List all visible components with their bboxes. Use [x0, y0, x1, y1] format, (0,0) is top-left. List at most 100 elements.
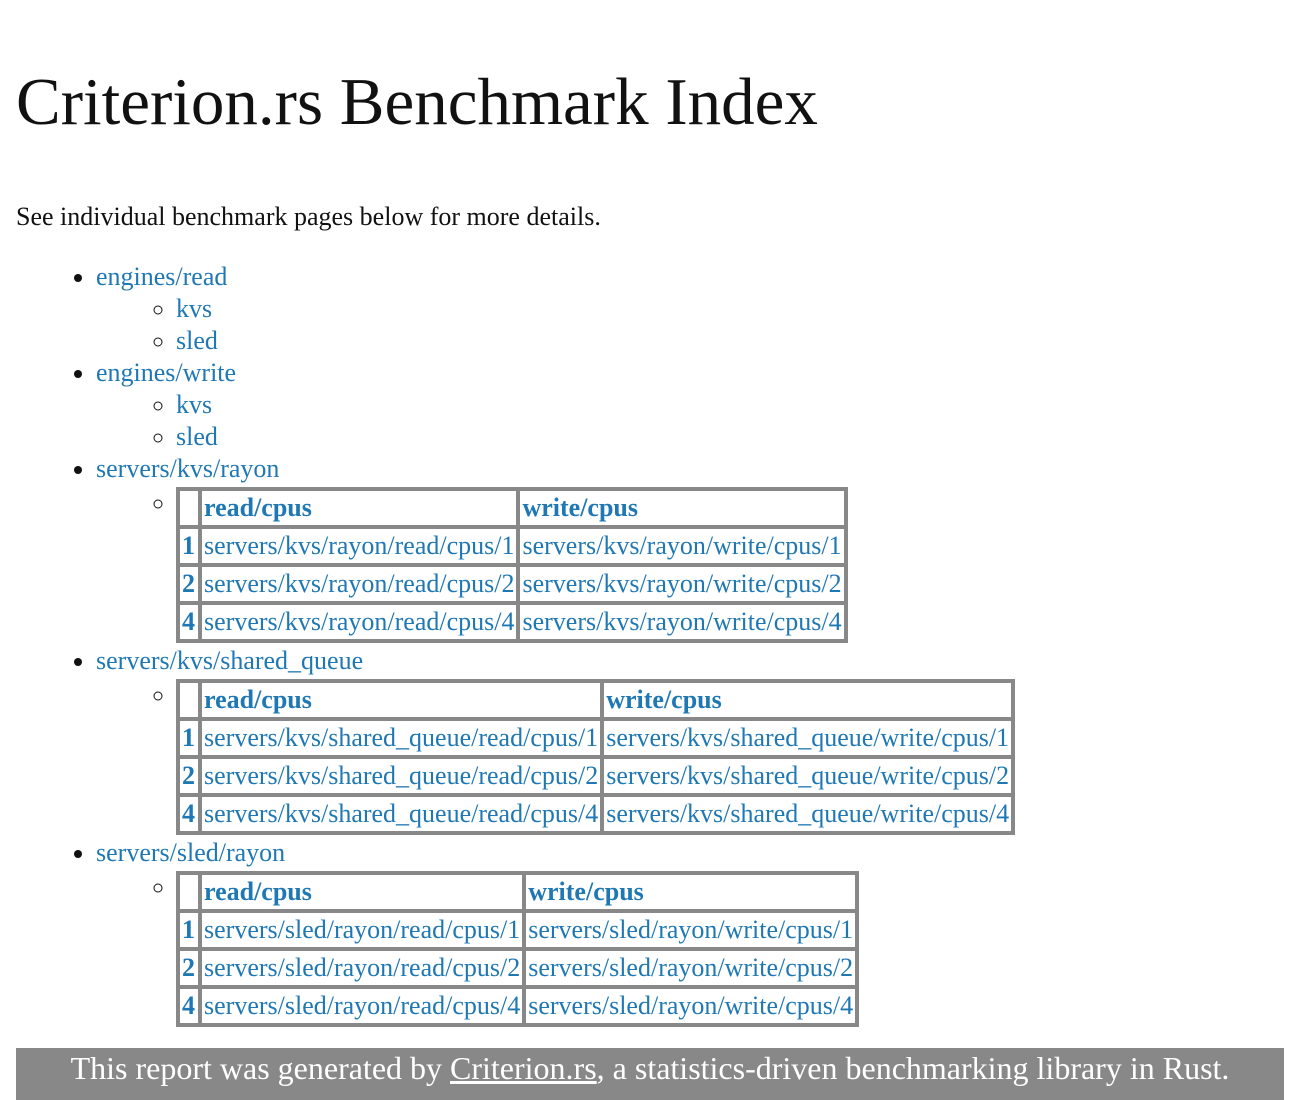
table-corner-cell: [178, 873, 200, 911]
page-title: Criterion.rs Benchmark Index: [16, 65, 818, 139]
column-header-link[interactable]: read/cpus: [204, 685, 312, 714]
column-header: write/cpus: [602, 681, 1014, 719]
benchmark-link[interactable]: servers/sled/rayon/write/cpus/1: [528, 915, 854, 944]
benchmark-link[interactable]: servers/kvs/shared_queue/read/cpus/1: [204, 723, 599, 752]
row-header-link[interactable]: 2: [182, 569, 195, 598]
sub-list: read/cpus write/cpus 1 servers/sled/rayo…: [96, 869, 1015, 1029]
row-header-link[interactable]: 1: [182, 915, 195, 944]
group-link[interactable]: servers/kvs/shared_queue: [96, 646, 364, 675]
group-link[interactable]: engines/read: [96, 262, 228, 291]
row-header-link[interactable]: 4: [182, 799, 195, 828]
table-cell: servers/kvs/shared_queue/read/cpus/1: [200, 719, 603, 757]
group-engines-write: engines/write kvs sled: [96, 357, 1015, 453]
row-header-link[interactable]: 1: [182, 723, 195, 752]
table-cell: servers/sled/rayon/write/cpus/1: [524, 911, 858, 949]
benchmark-link[interactable]: servers/sled/rayon/read/cpus/1: [204, 915, 521, 944]
benchmark-link[interactable]: servers/kvs/shared_queue/write/cpus/2: [606, 761, 1010, 790]
benchmark-link[interactable]: servers/kvs/rayon/read/cpus/2: [204, 569, 515, 598]
benchmark-link[interactable]: servers/kvs/shared_queue/write/cpus/4: [606, 799, 1010, 828]
table-cell: servers/kvs/rayon/read/cpus/2: [200, 565, 519, 603]
list-item: sled: [176, 421, 1015, 453]
column-header: read/cpus: [200, 489, 519, 527]
table-cell: servers/kvs/shared_queue/read/cpus/2: [200, 757, 603, 795]
criterion-link[interactable]: Criterion.rs: [450, 1050, 597, 1086]
benchmark-link[interactable]: servers/kvs/rayon/write/cpus/1: [522, 531, 842, 560]
table-header-row: read/cpus write/cpus: [178, 489, 846, 527]
table-cell: servers/kvs/shared_queue/write/cpus/4: [602, 795, 1014, 833]
benchmark-link[interactable]: servers/sled/rayon/write/cpus/2: [528, 953, 854, 982]
list-item: kvs: [176, 389, 1015, 421]
column-header-link[interactable]: write/cpus: [528, 877, 644, 906]
benchmark-link[interactable]: servers/sled/rayon/read/cpus/2: [204, 953, 521, 982]
row-header: 2: [178, 565, 200, 603]
column-header-link[interactable]: write/cpus: [522, 493, 639, 522]
group-engines-read: engines/read kvs sled: [96, 261, 1015, 357]
benchmark-table: read/cpus write/cpus 1 servers/kvs/share…: [176, 679, 1016, 835]
row-header-link[interactable]: 4: [182, 607, 195, 636]
benchmark-link[interactable]: servers/kvs/shared_queue/write/cpus/1: [606, 723, 1010, 752]
list-item: sled: [176, 325, 1015, 357]
table-row: 4 servers/sled/rayon/read/cpus/4 servers…: [178, 987, 858, 1025]
table-cell: servers/kvs/rayon/write/cpus/4: [518, 603, 846, 641]
row-header-link[interactable]: 2: [182, 761, 195, 790]
group-link[interactable]: engines/write: [96, 358, 237, 387]
benchmark-link[interactable]: servers/kvs/rayon/write/cpus/4: [522, 607, 842, 636]
benchmark-link[interactable]: servers/kvs/rayon/read/cpus/4: [204, 607, 515, 636]
row-header: 1: [178, 527, 200, 565]
benchmark-link[interactable]: kvs: [176, 294, 213, 323]
table-corner-cell: [178, 681, 200, 719]
table-cell: servers/kvs/shared_queue/read/cpus/4: [200, 795, 603, 833]
row-header: 4: [178, 987, 200, 1025]
row-header-link[interactable]: 2: [182, 953, 195, 982]
table-cell: servers/kvs/rayon/read/cpus/1: [200, 527, 519, 565]
column-header: write/cpus: [524, 873, 858, 911]
list-item: read/cpus write/cpus 1 servers/kvs/rayon…: [176, 485, 1015, 645]
benchmark-link[interactable]: sled: [176, 422, 218, 451]
table-header-row: read/cpus write/cpus: [178, 873, 858, 911]
footer-suffix: , a statistics-driven benchmarking libra…: [596, 1050, 1230, 1086]
table-row: 2 servers/sled/rayon/read/cpus/2 servers…: [178, 949, 858, 987]
row-header-link[interactable]: 1: [182, 531, 195, 560]
column-header: read/cpus: [200, 681, 603, 719]
group-servers-sled-rayon: servers/sled/rayon read/cpus write/cpus …: [96, 837, 1015, 1029]
table-row: 1 servers/kvs/shared_queue/read/cpus/1 s…: [178, 719, 1014, 757]
benchmark-table: read/cpus write/cpus 1 servers/sled/rayo…: [176, 871, 860, 1027]
list-item: read/cpus write/cpus 1 servers/kvs/share…: [176, 677, 1016, 837]
list-item: kvs: [176, 293, 1015, 325]
benchmark-link[interactable]: sled: [176, 326, 218, 355]
row-header: 2: [178, 757, 200, 795]
column-header-link[interactable]: read/cpus: [204, 877, 312, 906]
column-header: write/cpus: [518, 489, 846, 527]
row-header: 1: [178, 719, 200, 757]
table-header-row: read/cpus write/cpus: [178, 681, 1014, 719]
row-header: 4: [178, 603, 200, 641]
group-link[interactable]: servers/sled/rayon: [96, 838, 286, 867]
table-cell: servers/sled/rayon/read/cpus/2: [200, 949, 525, 987]
benchmark-link[interactable]: servers/kvs/shared_queue/read/cpus/2: [204, 761, 599, 790]
sub-list: kvs sled: [96, 293, 1015, 357]
group-link[interactable]: servers/kvs/rayon: [96, 454, 280, 483]
benchmark-link[interactable]: servers/kvs/rayon/read/cpus/1: [204, 531, 515, 560]
benchmark-link[interactable]: servers/sled/rayon/read/cpus/4: [204, 991, 521, 1020]
sub-list: read/cpus write/cpus 1 servers/kvs/share…: [96, 677, 1016, 837]
table-cell: servers/kvs/shared_queue/write/cpus/2: [602, 757, 1014, 795]
table-cell: servers/kvs/shared_queue/write/cpus/1: [602, 719, 1014, 757]
row-header-link[interactable]: 4: [182, 991, 195, 1020]
table-cell: servers/kvs/rayon/write/cpus/2: [518, 565, 846, 603]
table-row: 4 servers/kvs/shared_queue/read/cpus/4 s…: [178, 795, 1014, 833]
sub-list: kvs sled: [96, 389, 1015, 453]
table-corner-cell: [178, 489, 200, 527]
column-header-link[interactable]: write/cpus: [606, 685, 722, 714]
benchmark-link[interactable]: servers/kvs/rayon/write/cpus/2: [522, 569, 842, 598]
column-header-link[interactable]: read/cpus: [204, 493, 312, 522]
benchmark-link[interactable]: servers/sled/rayon/write/cpus/4: [528, 991, 854, 1020]
benchmark-table: read/cpus write/cpus 1 servers/kvs/rayon…: [176, 487, 848, 643]
intro-text: See individual benchmark pages below for…: [16, 202, 601, 231]
table-row: 1 servers/sled/rayon/read/cpus/1 servers…: [178, 911, 858, 949]
group-servers-kvs-shared-queue: servers/kvs/shared_queue read/cpus write…: [96, 645, 1016, 837]
benchmark-link[interactable]: servers/kvs/shared_queue/read/cpus/4: [204, 799, 599, 828]
table-cell: servers/sled/rayon/write/cpus/4: [524, 987, 858, 1025]
list-item: read/cpus write/cpus 1 servers/sled/rayo…: [176, 869, 1015, 1029]
group-servers-kvs-rayon: servers/kvs/rayon read/cpus write/cpus 1…: [96, 453, 1015, 645]
benchmark-link[interactable]: kvs: [176, 390, 213, 419]
